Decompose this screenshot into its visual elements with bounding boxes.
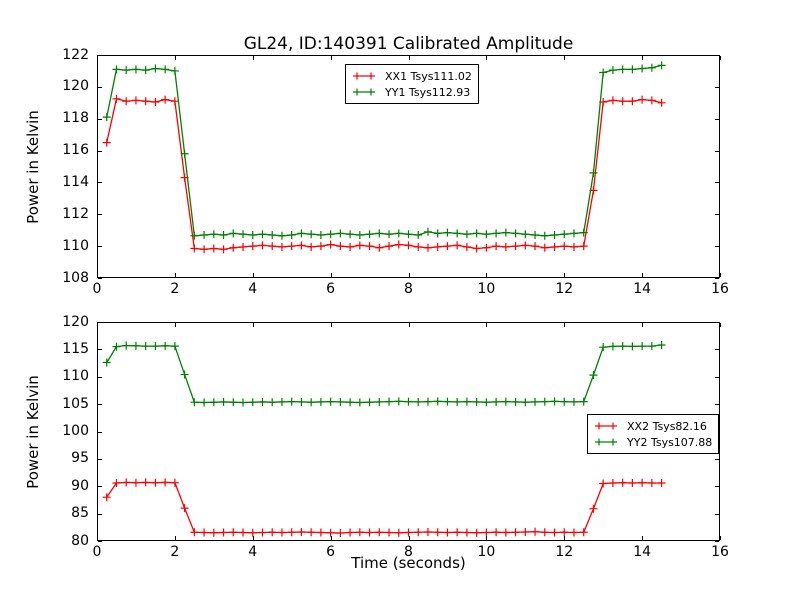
y-axis-label-top: Power in Kelvin: [24, 110, 42, 224]
y-tick-label: 105: [62, 395, 89, 412]
y-tick-label: 112: [62, 205, 89, 222]
legend-line-sample-icon: [353, 72, 375, 80]
legend-label: XX2 Tsys82.16: [627, 419, 707, 433]
x-tick-label: 8: [404, 544, 413, 560]
legend-entry: XX1 Tsys111.02: [352, 68, 472, 84]
x-tick-label: 2: [170, 544, 180, 560]
x-tick-label: 10: [477, 544, 496, 560]
legend-entry: XX2 Tsys82.16: [594, 418, 712, 434]
x-tick-label: 4: [248, 281, 258, 297]
x-tick-label: 2: [170, 281, 180, 297]
x-tick-label: 6: [326, 281, 336, 297]
y-tick-label: 120: [62, 313, 89, 330]
legend-bottom: XX2 Tsys82.16 YY2 Tsys107.88: [587, 414, 720, 454]
legend-entry: YY1 Tsys112.93: [352, 84, 472, 100]
x-tick-label: 12: [555, 281, 574, 297]
x-tick-label: 14: [633, 281, 652, 297]
x-tick-label: 6: [326, 544, 336, 560]
legend-line-sample-icon: [595, 438, 617, 446]
y-tick-label: 100: [62, 423, 89, 439]
y-tick-label: 122: [62, 46, 89, 63]
bottom-plot-canvas: [97, 322, 721, 542]
legend-label: XX1 Tsys111.02: [385, 69, 472, 83]
y-tick-label: 95: [71, 450, 89, 467]
y-axis-label-bottom: Power in Kelvin: [24, 375, 42, 489]
y-tick-label: 110: [62, 368, 89, 385]
y-tick-label: 80: [71, 532, 89, 549]
y-tick-label: 118: [62, 110, 89, 127]
y-tick-label: 110: [62, 237, 89, 254]
y-tick-label: 115: [62, 340, 89, 357]
y-tick-label: 114: [62, 173, 89, 190]
y-tick-label: 120: [62, 78, 89, 95]
x-tick-label: 8: [404, 281, 413, 297]
y-tick-label: 116: [62, 142, 89, 159]
x-axis-label: Time (seconds): [351, 554, 466, 572]
x-tick-label: 16: [711, 281, 729, 297]
x-tick-label: 4: [248, 544, 258, 560]
y-tick-label: 90: [71, 477, 89, 494]
legend-entry: YY2 Tsys107.88: [594, 434, 712, 450]
legend-label: YY1 Tsys112.93: [385, 85, 471, 99]
legend-label: YY2 Tsys107.88: [627, 435, 713, 449]
chart-title: GL24, ID:140391 Calibrated Amplitude: [243, 34, 574, 54]
x-tick-label: 0: [92, 281, 102, 297]
y-tick-label: 108: [62, 269, 89, 286]
x-tick-label: 0: [92, 544, 102, 560]
x-tick-label: 12: [555, 544, 574, 560]
x-tick-label: 14: [633, 544, 652, 560]
x-tick-label: 16: [711, 544, 729, 560]
legend-line-sample-icon: [353, 88, 375, 96]
legend-top: XX1 Tsys111.02 YY1 Tsys112.93: [345, 64, 479, 104]
x-tick-label: 10: [477, 281, 496, 297]
top-plot-canvas: [97, 55, 721, 279]
legend-line-sample-icon: [595, 422, 617, 430]
y-tick-label: 85: [71, 505, 89, 522]
